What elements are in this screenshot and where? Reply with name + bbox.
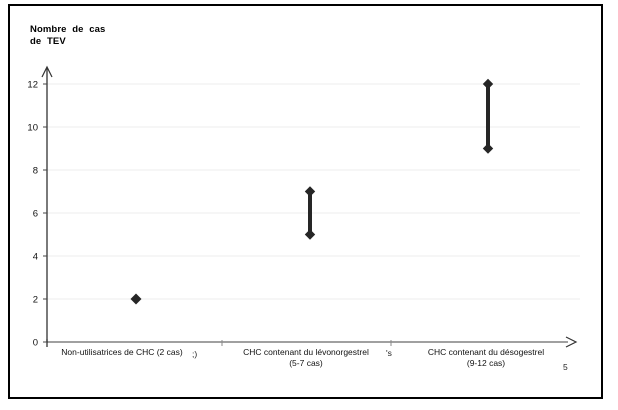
y-tick-label: 6 <box>33 209 38 220</box>
category-label-line: (5-7 cas) <box>289 357 323 368</box>
category-label: Non-utilisatrices de CHC (2 cas) <box>12 347 232 358</box>
range-max-diamond <box>482 78 494 90</box>
category-label-line: (9-12 cas) <box>466 357 506 368</box>
y-tick-label: 4 <box>33 252 38 263</box>
y-tick-label: 8 <box>33 166 38 177</box>
range-min-diamond <box>482 143 494 154</box>
y-tick-label: 2 <box>33 295 38 306</box>
y-tick-label: 10 <box>27 123 38 134</box>
category-label-line: CHC contenant du désogestrel <box>427 347 545 357</box>
category-label-line: CHC contenant du lévonorgestrel <box>243 347 369 357</box>
y-axis-title: Nombre de cas de TEV <box>30 24 105 48</box>
category-label-line: Non-utilisatrices de CHC (2 cas) <box>61 347 183 357</box>
y-tick-label: 0 <box>33 338 38 349</box>
text-artifact: ;) <box>192 349 198 359</box>
category-label: CHC contenant du lévonorgestrel (5-7 cas) <box>196 347 416 368</box>
data-point-diamond <box>130 293 142 305</box>
y-axis-title-line2: de TEV <box>30 36 66 47</box>
y-axis-title-line1: Nombre de cas <box>30 24 106 35</box>
text-artifact: 's <box>386 348 392 358</box>
y-tick-label: 12 <box>27 80 38 91</box>
y-axis-arrow <box>41 65 53 78</box>
category-label: CHC contenant du désogestrel (9-12 cas) <box>376 347 596 368</box>
range-min-diamond <box>304 229 316 240</box>
x-axis-arrow <box>565 336 578 348</box>
text-artifact: 5 <box>563 362 568 372</box>
range-max-diamond <box>304 186 316 197</box>
